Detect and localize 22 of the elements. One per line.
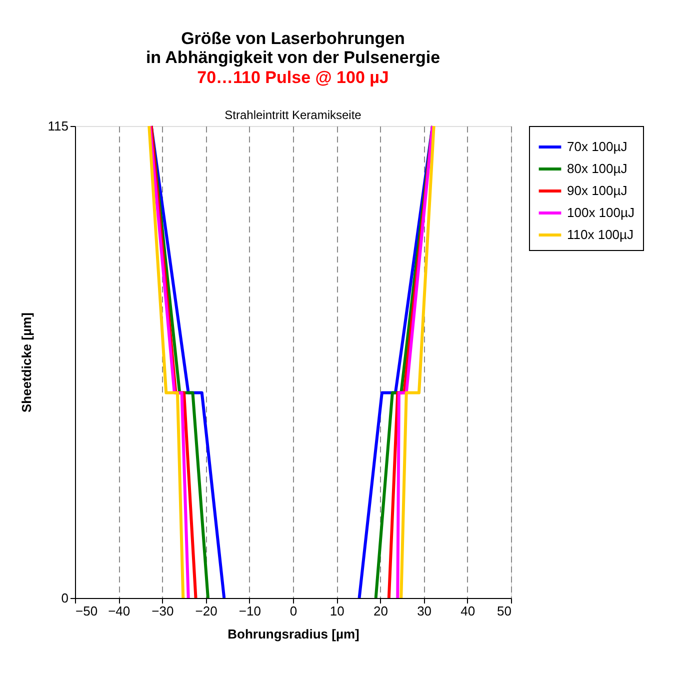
x-tick-label: −50: [76, 604, 98, 618]
x-tick-label: 20: [373, 604, 388, 618]
legend-label: 110x 100µJ: [567, 227, 634, 242]
y-axis-title: Sheetdicke [µm]: [18, 312, 34, 412]
x-tick-label: 10: [330, 604, 344, 618]
legend-label: 80x 100µJ: [567, 161, 628, 176]
y-tick-label: 115: [48, 118, 68, 134]
x-tick-label: −30: [152, 604, 174, 618]
x-tick-label: −10: [238, 604, 261, 618]
x-tick-label: 40: [460, 604, 476, 618]
legend-label: 90x 100µJ: [567, 183, 628, 198]
x-tick-label: 50: [497, 604, 512, 618]
x-axis-title: Bohrungsradius [µm]: [228, 626, 360, 642]
legend-label: 70x 100µJ: [567, 139, 628, 154]
legend-label: 100x 100µJ: [567, 205, 634, 220]
x-tick-label: 30: [417, 604, 432, 618]
chart-title: Größe von Laserbohrungen in Abhängigkeit von der Pulsenergie: [146, 29, 440, 67]
chart-subtitle: 70…110 Pulse @ 100 µJ: [197, 68, 389, 87]
x-tick-label: −40: [108, 604, 130, 618]
text: Strahleintritt Keramikseite: [224, 108, 362, 122]
x-tick-label: −20: [195, 604, 218, 618]
x-tick-label: 0: [290, 604, 298, 618]
